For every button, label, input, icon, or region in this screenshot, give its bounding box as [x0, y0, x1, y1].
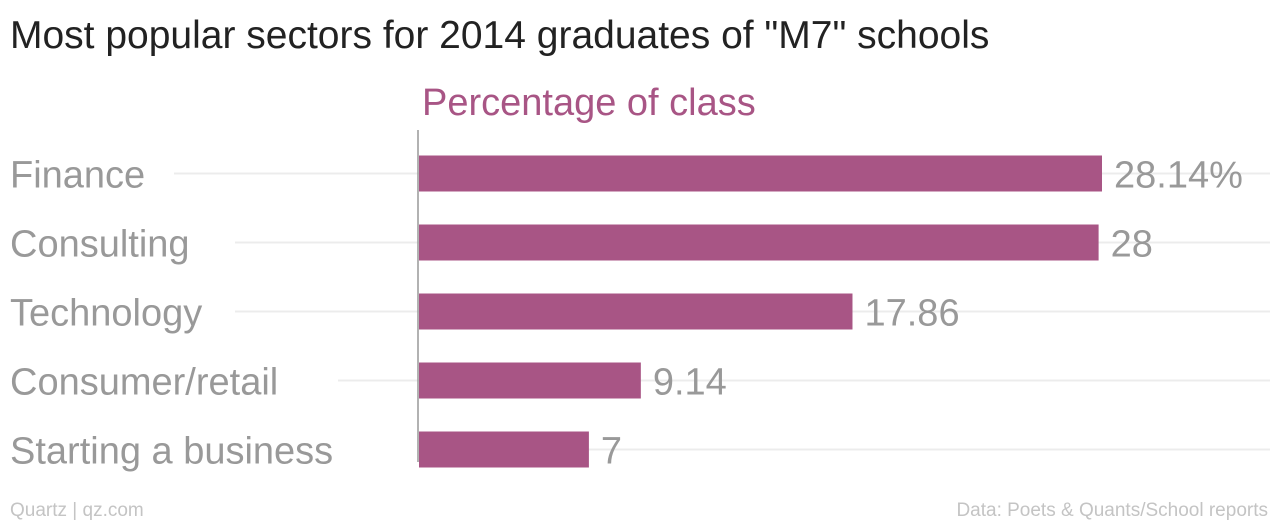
footer-source: Data: Poets & Quants/School reports — [956, 500, 1268, 521]
bar — [419, 362, 641, 399]
category-label: Technology — [10, 293, 202, 335]
category-label: Consulting — [10, 224, 190, 266]
value-label: 28.14% — [1114, 155, 1243, 197]
category-label: Finance — [10, 155, 145, 197]
value-label: 28 — [1111, 224, 1153, 266]
value-label: 9.14 — [653, 362, 727, 404]
bar — [419, 155, 1102, 192]
category-label: Consumer/retail — [10, 362, 278, 404]
chart-subtitle: Percentage of class — [422, 82, 756, 124]
bar — [419, 293, 853, 330]
bar — [419, 224, 1099, 261]
value-label: 17.86 — [864, 293, 959, 335]
value-label: 7 — [601, 431, 622, 473]
bar — [419, 431, 589, 468]
category-label: Starting a business — [10, 431, 333, 473]
chart-title: Most popular sectors for 2014 graduates … — [10, 14, 990, 57]
footer-credit: Quartz | qz.com — [10, 500, 144, 521]
